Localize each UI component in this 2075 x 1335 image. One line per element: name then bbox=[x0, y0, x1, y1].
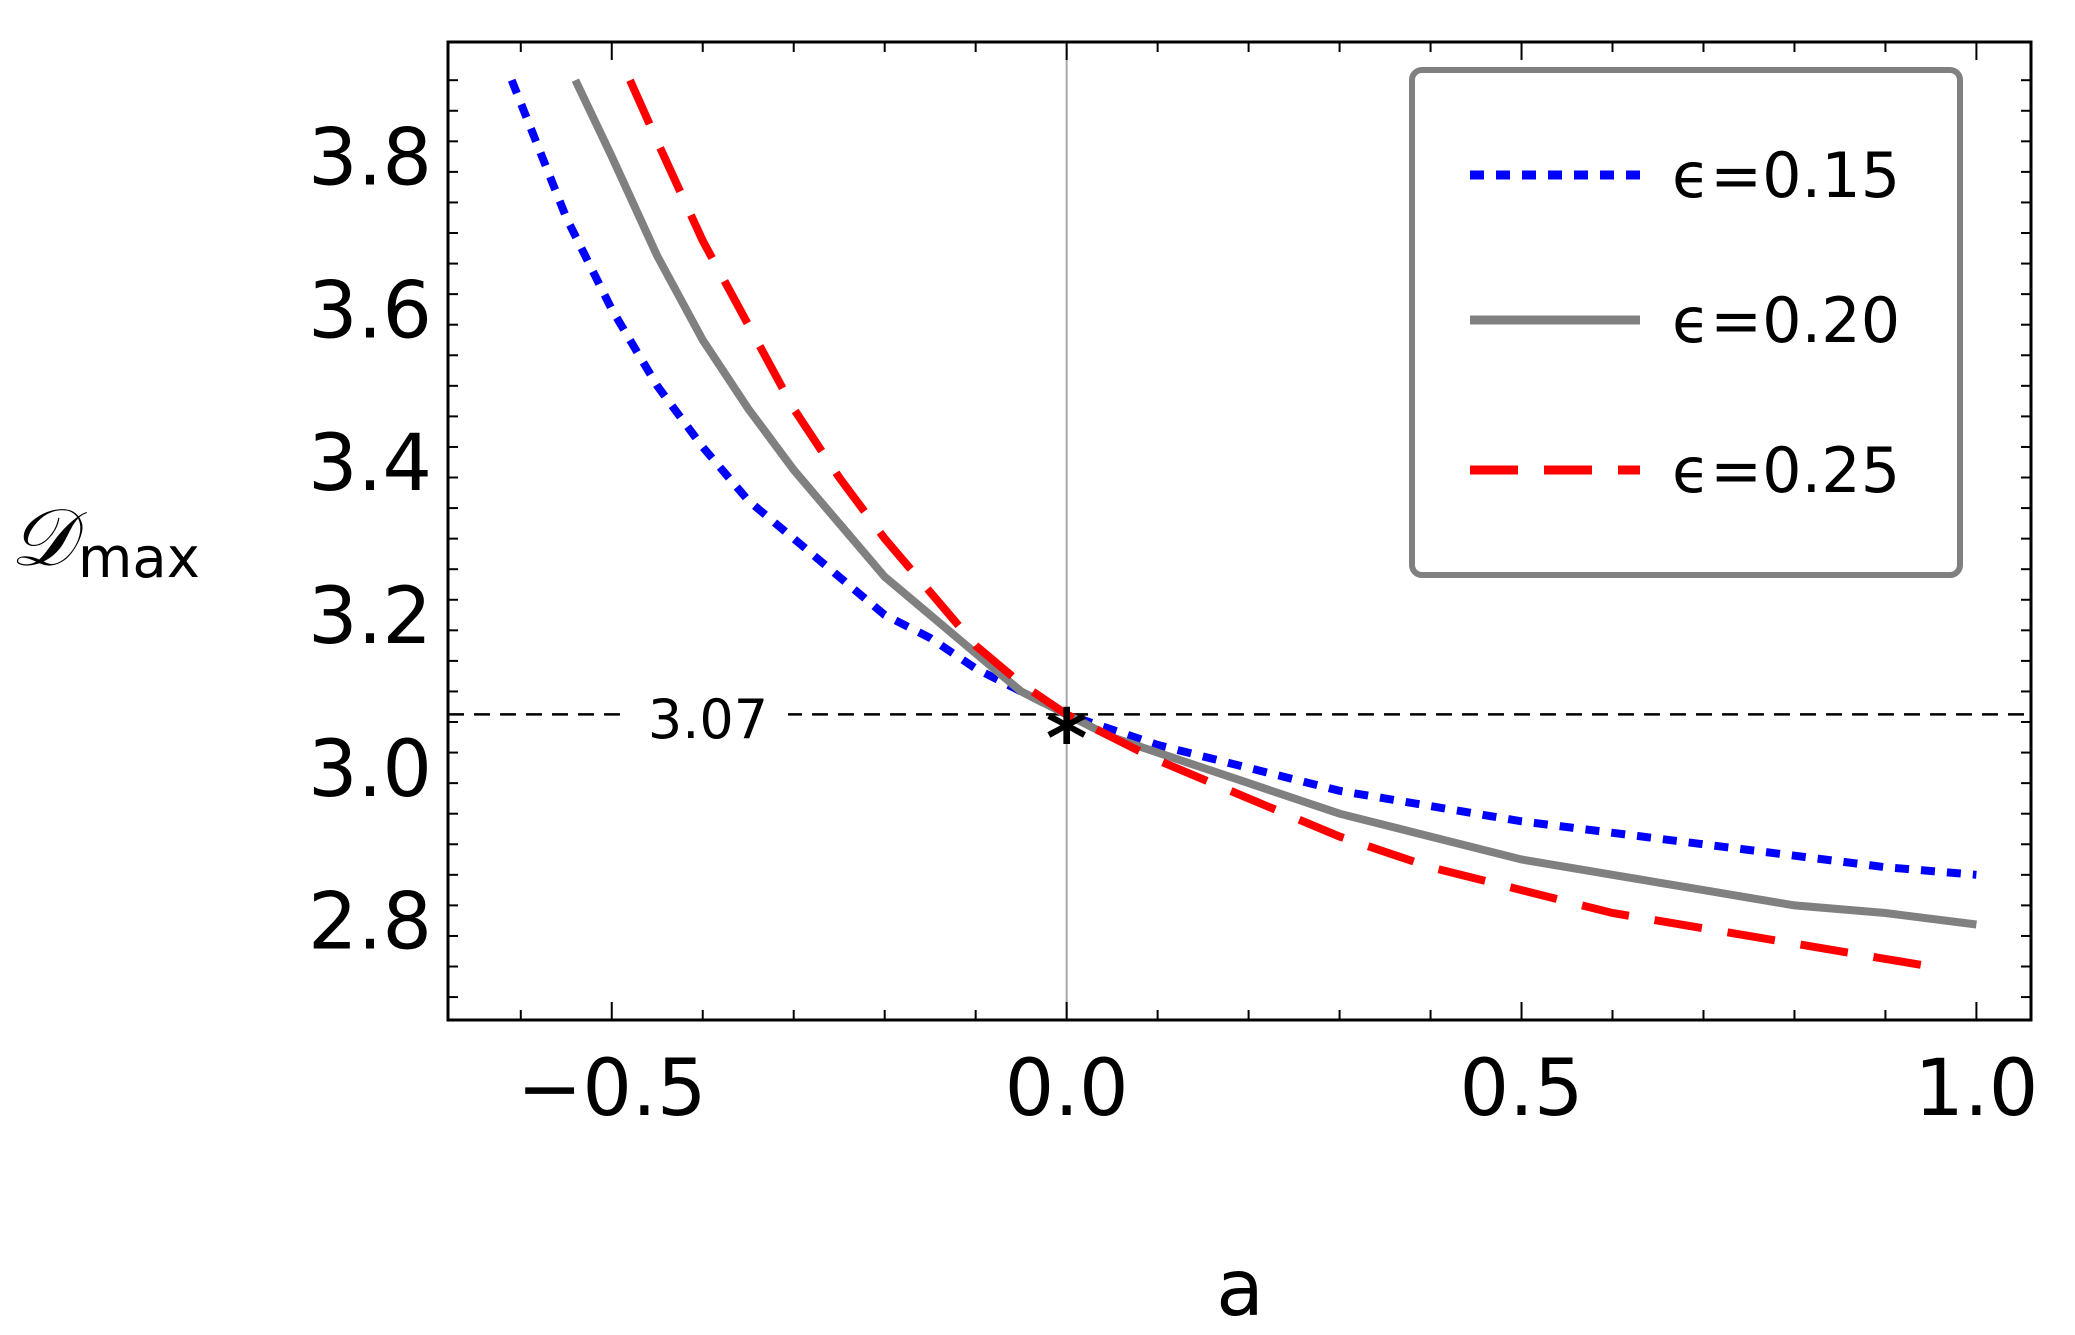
y-tick-label: 3.2 bbox=[308, 572, 432, 662]
x-tick-labels: −0.5 0.0 0.5 1.0 bbox=[517, 1044, 2038, 1134]
legend-label: ϵ=0.20 bbox=[1672, 284, 1900, 357]
star-marker-icon: * bbox=[1046, 692, 1088, 785]
legend: ϵ=0.15 ϵ=0.20 ϵ=0.25 bbox=[1409, 67, 1963, 578]
y-tick-label: 2.8 bbox=[308, 878, 432, 968]
x-tick-label: 0.5 bbox=[1460, 1044, 1584, 1134]
legend-label: ϵ=0.25 bbox=[1672, 434, 1900, 507]
y-tick-label: 3.6 bbox=[308, 266, 432, 356]
legend-items: ϵ=0.15 ϵ=0.20 ϵ=0.25 bbox=[1470, 139, 1900, 507]
x-tick-label: 1.0 bbox=[1914, 1044, 2038, 1134]
axis-ticks bbox=[448, 42, 2031, 1020]
y-tick-label: 3.8 bbox=[308, 114, 432, 204]
annotation-label: 3.07 bbox=[648, 688, 768, 751]
series-lines bbox=[507, 78, 1977, 971]
y-axis-title-main: 𝒟 bbox=[10, 491, 87, 584]
y-tick-labels: 2.8 3.0 3.2 3.4 3.6 3.8 bbox=[308, 114, 432, 968]
annotation: 3.07 * bbox=[628, 685, 1088, 785]
legend-label: ϵ=0.15 bbox=[1672, 139, 1900, 212]
x-tick-label: 0.0 bbox=[1005, 1044, 1129, 1134]
x-axis-title: a bbox=[1216, 1244, 1264, 1334]
y-axis-title-sub: max bbox=[78, 526, 200, 591]
y-tick-label: 3.4 bbox=[308, 419, 432, 509]
y-axis-title: 𝒟max bbox=[10, 491, 200, 591]
series-line bbox=[626, 78, 1932, 971]
plot-frame bbox=[446, 40, 2033, 1022]
annotation-label-bg bbox=[628, 685, 788, 745]
x-tick-label: −0.5 bbox=[517, 1044, 706, 1134]
legend-box bbox=[1409, 67, 1963, 578]
y-tick-label: 3.0 bbox=[308, 725, 432, 815]
